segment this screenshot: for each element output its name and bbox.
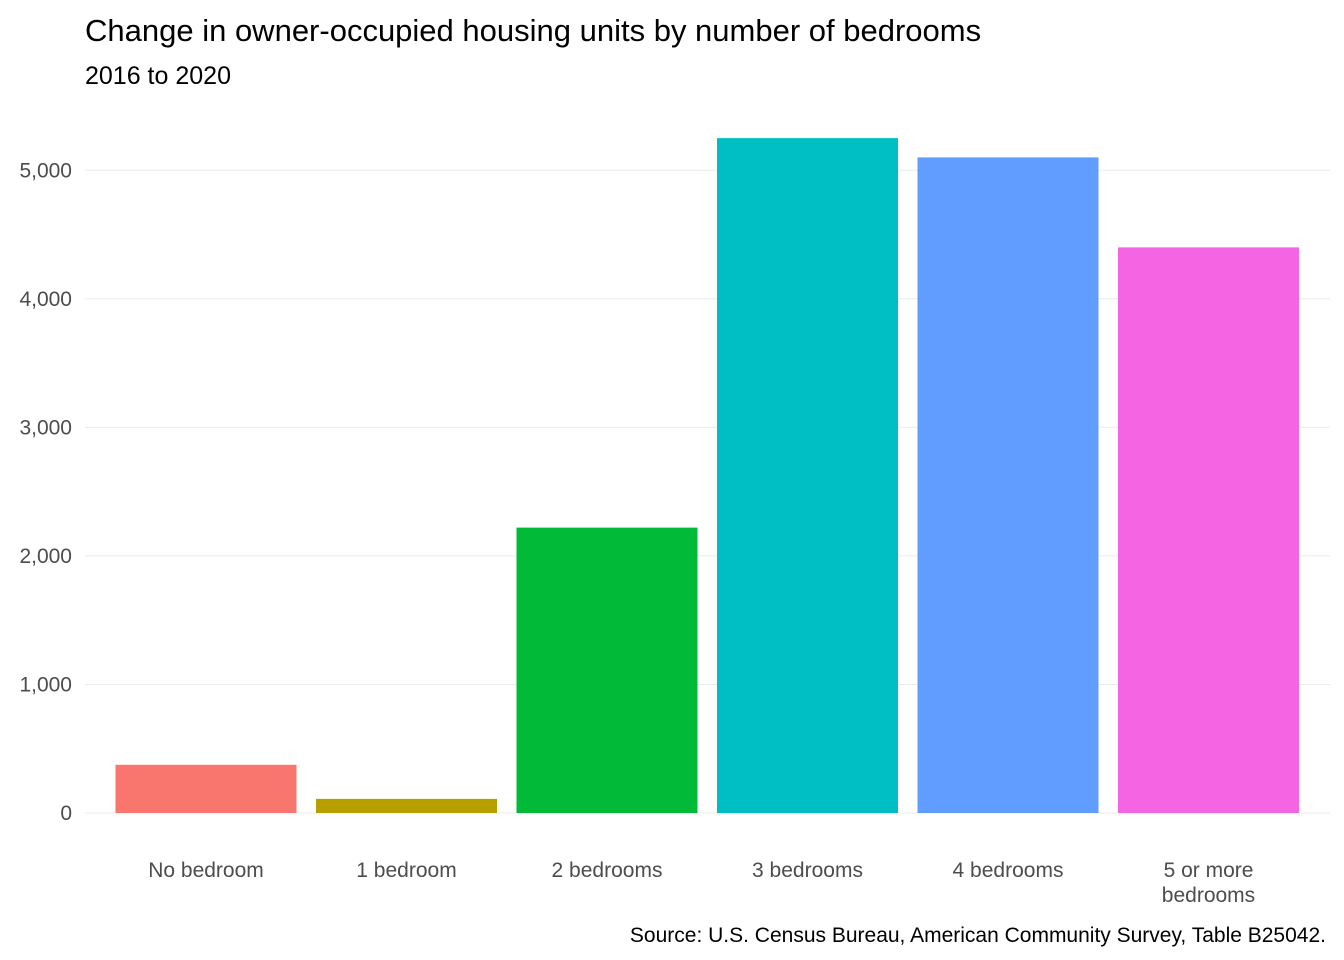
x-tick-label: 1 bedroom <box>356 859 456 882</box>
x-tick-label: 3 bedrooms <box>752 859 863 882</box>
y-tick-label: 0 <box>60 802 72 825</box>
x-tick-label-line: 5 or more <box>1164 859 1254 882</box>
bars <box>115 138 1299 814</box>
y-tick-label: 4,000 <box>19 288 72 311</box>
x-axis-ticks: No bedroom 1 bedroom 2 bedrooms 3 bedrooms 4… <box>148 859 1255 907</box>
x-tick-label: 4 bedrooms <box>953 859 1064 882</box>
y-tick-label: 5,000 <box>19 159 72 182</box>
chart-subtitle: 2016 to 2020 <box>85 62 231 90</box>
bar-2-bedrooms <box>516 527 698 813</box>
bar-4-bedrooms <box>917 157 1099 813</box>
x-tick-label: 5 or more bedrooms <box>1162 859 1255 907</box>
x-tick-label-line: No bedroom <box>148 859 264 882</box>
x-tick-label-line: 1 bedroom <box>356 859 456 882</box>
y-axis-ticks: 0 1,000 2,000 3,000 4,000 5,000 <box>19 159 72 825</box>
y-tick-label: 2,000 <box>19 545 72 568</box>
x-tick-label-line: 4 bedrooms <box>953 859 1064 882</box>
bar-no-bedroom <box>115 764 297 813</box>
x-tick-label-line: bedrooms <box>1162 884 1255 907</box>
x-tick-label: 2 bedrooms <box>552 859 663 882</box>
chart-caption: Source: U.S. Census Bureau, American Com… <box>630 924 1326 947</box>
bar-5-or-more-bedrooms <box>1118 247 1299 813</box>
x-tick-label-line: 3 bedrooms <box>752 859 863 882</box>
x-tick-label-line: 2 bedrooms <box>552 859 663 882</box>
bar-3-bedrooms <box>717 138 898 814</box>
x-tick-label: No bedroom <box>148 859 264 882</box>
y-tick-label: 1,000 <box>19 673 72 696</box>
chart-title: Change in owner-occupied housing units b… <box>85 13 981 48</box>
y-tick-label: 3,000 <box>19 416 72 439</box>
bar-1-bedroom <box>316 798 497 813</box>
